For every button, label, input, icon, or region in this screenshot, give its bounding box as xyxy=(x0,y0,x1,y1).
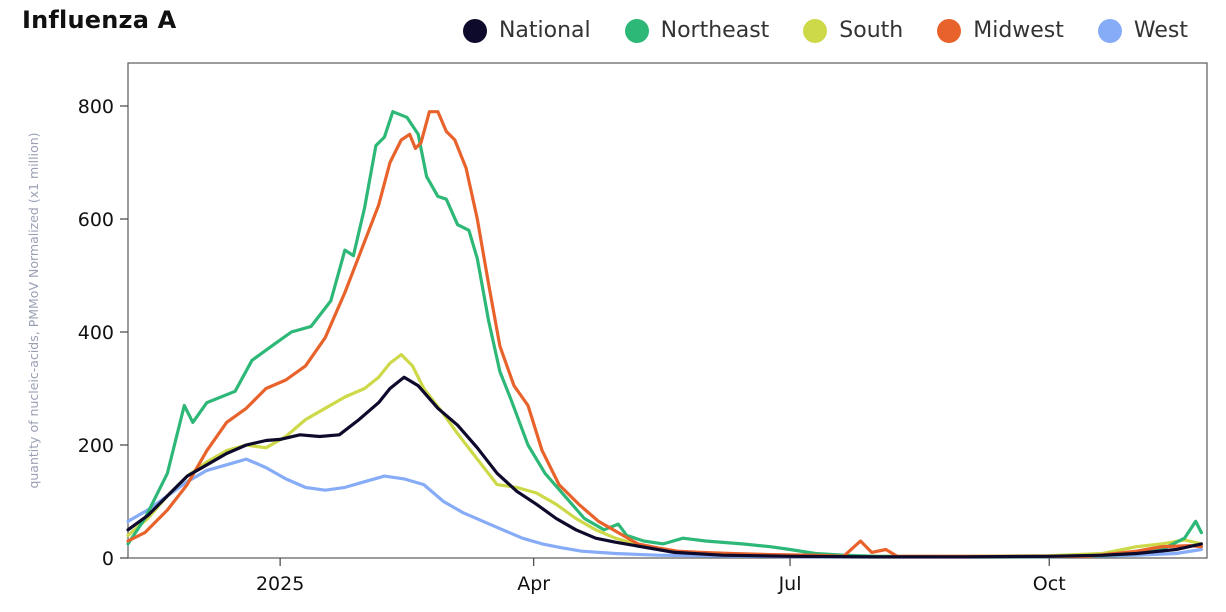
legend-swatch-midwest xyxy=(937,18,962,43)
y-tick-label: 0 xyxy=(102,548,114,570)
y-axis-label: quantity of nucleic-acids, PMMoV Normali… xyxy=(26,132,41,488)
y-tick-label: 600 xyxy=(78,209,114,231)
legend-item-south[interactable]: South xyxy=(803,18,903,43)
legend-swatch-national xyxy=(462,18,487,43)
legend-swatch-northeast xyxy=(624,18,649,43)
legend-label-south: South xyxy=(839,18,904,43)
series-line-northeast xyxy=(126,110,1204,559)
legend-item-northeast[interactable]: Northeast xyxy=(624,18,770,43)
series-line-national xyxy=(126,375,1204,559)
y-tick-label: 800 xyxy=(78,96,114,118)
x-tick-label: Oct xyxy=(1033,573,1066,595)
legend-label-west: West xyxy=(1133,18,1188,43)
legend-label-midwest: Midwest xyxy=(973,18,1064,43)
legend-item-national[interactable]: National xyxy=(462,18,591,43)
legend-label-national: National xyxy=(498,18,591,43)
series-line-south xyxy=(126,353,1204,558)
legend-swatch-west xyxy=(1097,18,1122,43)
chart-legend: National Northeast South Midwest West xyxy=(429,18,1188,43)
legend-swatch-south xyxy=(803,18,828,43)
legend-label-northeast: Northeast xyxy=(660,18,770,43)
x-tick-label: 2025 xyxy=(256,573,304,595)
x-tick-label: Jul xyxy=(778,573,802,595)
plot-frame xyxy=(127,62,1208,559)
chart-title: Influenza A xyxy=(22,6,177,34)
series-line-midwest xyxy=(126,110,1204,558)
y-tick-label: 200 xyxy=(78,435,114,457)
x-tick-label: Apr xyxy=(517,573,550,595)
y-tick-label: 400 xyxy=(78,322,114,344)
legend-item-midwest[interactable]: Midwest xyxy=(937,18,1064,43)
legend-item-west[interactable]: West xyxy=(1097,18,1188,43)
